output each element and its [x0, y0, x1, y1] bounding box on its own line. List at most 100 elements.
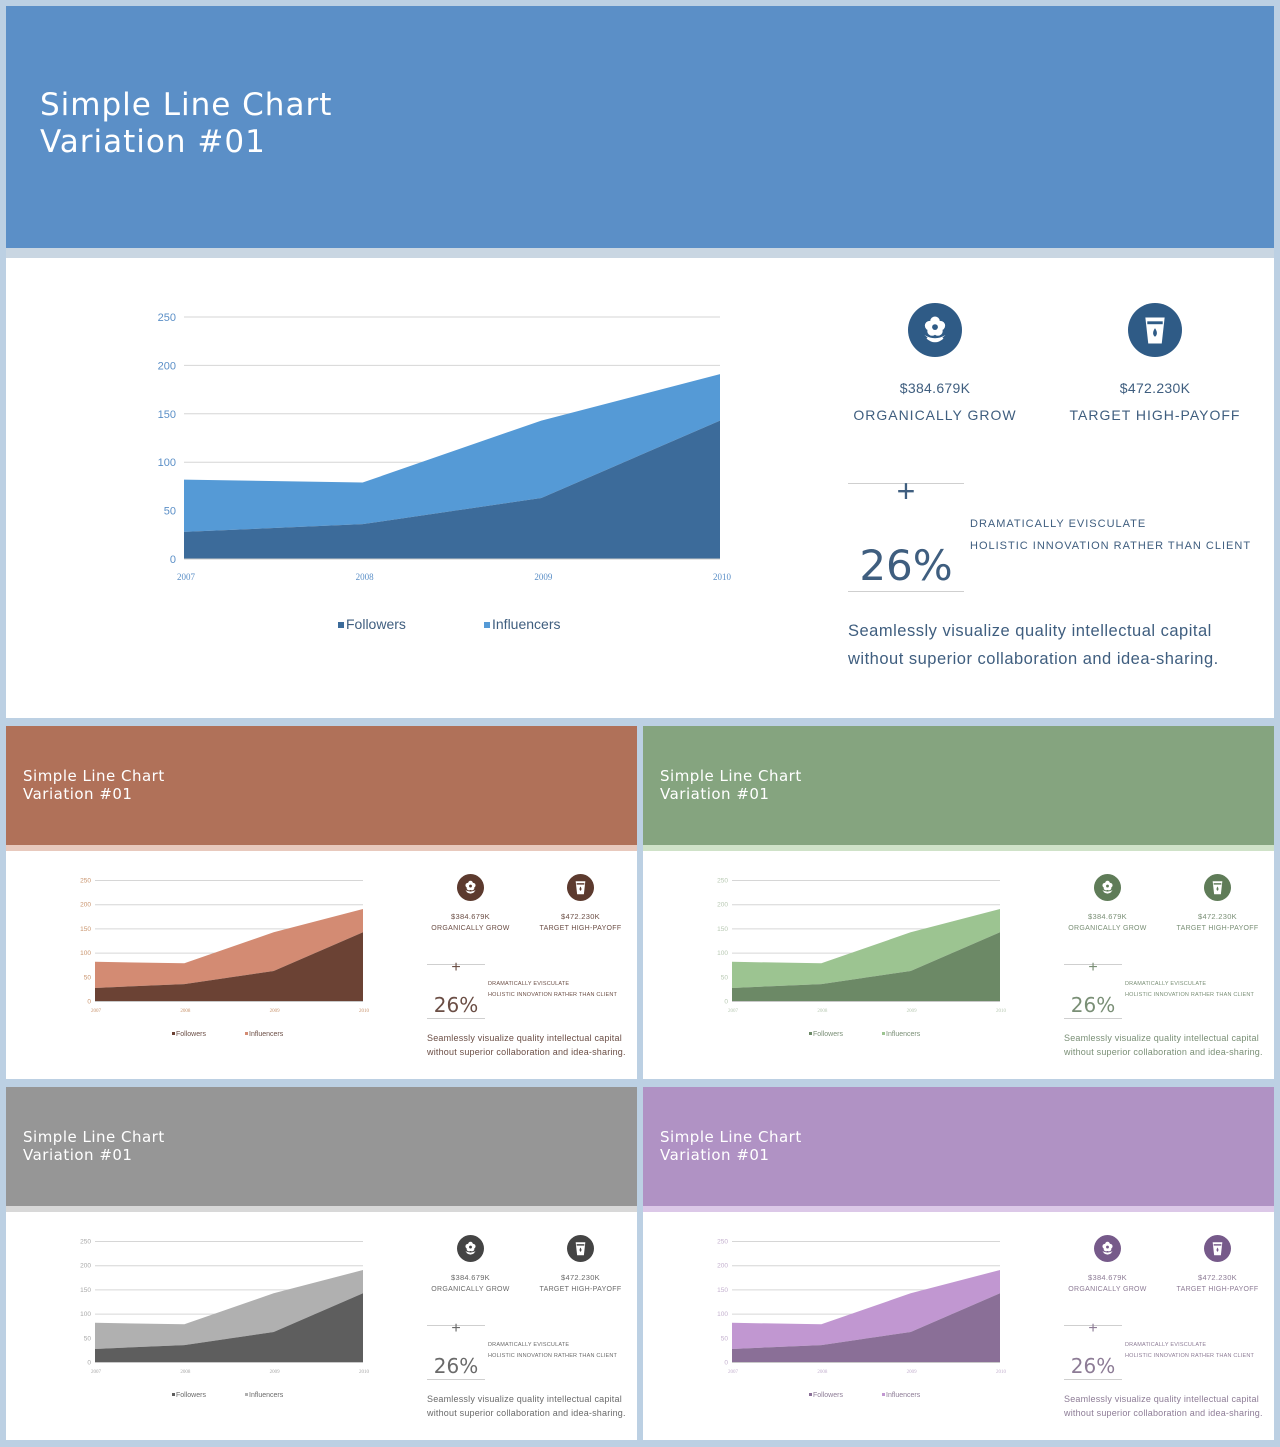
y-tick-label: 200 — [80, 1263, 91, 1270]
divider-rule — [1064, 963, 1122, 965]
legend-item-followers: Followers — [809, 1391, 843, 1400]
title-line-1: Simple Line Chart — [660, 1127, 802, 1146]
legend-item-followers: Followers — [338, 615, 406, 633]
y-tick-label: 150 — [717, 1287, 728, 1294]
flower-icon — [908, 303, 962, 357]
header-divider — [6, 845, 637, 851]
y-tick-label: 150 — [717, 926, 728, 933]
series-followers-area — [184, 420, 720, 559]
stat-1-value: $384.679K — [1088, 1272, 1127, 1282]
x-tick-label: 2010 — [996, 1009, 1007, 1014]
series-influencers-area — [184, 374, 720, 532]
y-tick-label: 0 — [87, 1360, 91, 1367]
legend-item-followers: Followers — [172, 1391, 206, 1400]
legend-label: Followers — [813, 1391, 843, 1399]
x-tick-label: 2008 — [180, 1009, 191, 1014]
percent-value: 26% — [433, 993, 479, 1017]
subtext-line-2: HOLISTIC INNOVATION RATHER THAN CLIENT — [488, 1353, 618, 1360]
stat-1-value: $384.679K — [1088, 911, 1127, 921]
description-line-1: Seamlessly visualize quality intellectua… — [1064, 1032, 1259, 1043]
x-tick-label: 2008 — [180, 1370, 191, 1375]
divider-rule — [427, 1378, 485, 1380]
legend-label: Followers — [176, 1391, 206, 1399]
divider-rule — [848, 591, 964, 592]
y-tick-label: 50 — [164, 506, 176, 518]
title-line-2: Variation #01 — [23, 784, 133, 803]
area-chart: 0 50 100 150 200 250 2007 2008 2009 2010 — [80, 1239, 370, 1376]
percent-value: 26% — [859, 541, 953, 590]
x-tick-label: 2007 — [91, 1370, 102, 1375]
series-followers-area — [732, 932, 1000, 1002]
plus-sign: + — [451, 958, 461, 976]
x-tick-label: 2007 — [91, 1009, 102, 1014]
y-tick-label: 50 — [721, 974, 729, 981]
title-line-2: Variation #01 — [660, 784, 770, 803]
area-chart: 0 50 100 150 200 250 2007 2008 2009 2010 — [158, 312, 732, 582]
legend-label: Followers — [346, 616, 406, 632]
y-tick-label: 50 — [84, 1335, 92, 1342]
slide-title: Simple Line Chart Variation #01 — [23, 767, 165, 803]
x-tick-label: 2010 — [713, 572, 732, 582]
x-tick-label: 2009 — [907, 1009, 918, 1014]
y-tick-label: 250 — [717, 1239, 728, 1246]
x-tick-label: 2008 — [817, 1370, 828, 1375]
y-tick-label: 150 — [80, 926, 91, 933]
y-tick-label: 200 — [717, 902, 728, 909]
flower-icon — [1094, 873, 1121, 901]
divider-rule — [427, 963, 485, 965]
x-tick-label: 2008 — [356, 572, 375, 582]
description-line-2: without superior collaboration and idea-… — [1064, 1046, 1263, 1057]
stat-2-value: $472.230K — [561, 1272, 600, 1282]
flower-icon — [457, 1234, 484, 1262]
description-line-1: Seamlessly visualize quality intellectua… — [427, 1393, 622, 1404]
description-line-2: without superior collaboration and idea-… — [1064, 1407, 1263, 1418]
divider-rule — [848, 483, 964, 484]
legend-swatch — [245, 1393, 248, 1397]
y-tick-label: 250 — [158, 312, 176, 324]
area-chart: 0 50 100 150 200 250 2007 2008 2009 2010 — [717, 878, 1007, 1015]
stat-1-label: ORGANICALLY GROW — [853, 406, 1017, 423]
slide-green: Simple Line Chart Variation #01 0 50 100 150 2… — [643, 726, 1274, 1079]
subtext-line-1: DRAMATICALLY EVISCULATE — [488, 1342, 570, 1349]
y-tick-label: 50 — [721, 1335, 729, 1342]
x-tick-label: 2009 — [534, 572, 553, 582]
description-line-2: without superior collaboration and idea-… — [427, 1407, 626, 1418]
percent-value: 26% — [433, 1354, 479, 1378]
y-tick-label: 150 — [158, 409, 176, 421]
cup-icon — [1204, 873, 1231, 901]
series-followers-area — [732, 1293, 1000, 1363]
y-tick-label: 250 — [717, 878, 728, 885]
slide-title: Simple Line Chart Variation #01 — [660, 767, 802, 803]
subtext-line-1: DRAMATICALLY EVISCULATE — [970, 518, 1147, 531]
legend-label: Followers — [813, 1030, 843, 1038]
description-line-1: Seamlessly visualize quality intellectua… — [848, 622, 1212, 641]
y-tick-label: 100 — [717, 950, 728, 957]
x-tick-label: 2010 — [359, 1370, 370, 1375]
legend-item-influencers: Influencers — [245, 1030, 283, 1039]
legend-swatch — [809, 1032, 812, 1036]
slide-title: Simple Line Chart Variation #01 — [23, 1128, 165, 1164]
y-tick-label: 100 — [158, 457, 176, 469]
x-tick-label: 2009 — [907, 1370, 918, 1375]
slide-title: Simple Line Chart Variation #01 — [40, 87, 332, 161]
stat-2-value: $472.230K — [1198, 1272, 1237, 1282]
legend-item-influencers: Influencers — [484, 615, 560, 633]
y-tick-label: 0 — [724, 999, 728, 1006]
title-line-1: Simple Line Chart — [23, 766, 165, 785]
legend-label: Influencers — [886, 1391, 921, 1399]
area-chart: 0 50 100 150 200 250 2007 2008 2009 2010 — [717, 1239, 1006, 1376]
y-tick-label: 150 — [80, 1287, 91, 1294]
series-followers-area — [95, 1293, 363, 1363]
slide-header — [643, 1087, 1274, 1206]
divider-rule — [1064, 1017, 1122, 1019]
stat-1-value: $384.679K — [451, 1272, 490, 1282]
series-influencers-area — [732, 909, 1000, 988]
percent-value: 26% — [1070, 1354, 1116, 1378]
y-tick-label: 100 — [717, 1311, 728, 1318]
title-line-2: Variation #01 — [40, 124, 266, 161]
slide-title: Simple Line Chart Variation #01 — [660, 1128, 802, 1164]
legend-label: Influencers — [886, 1030, 921, 1038]
stat-2-label: TARGET HIGH-PAYOFF — [1176, 925, 1259, 933]
legend-swatch — [882, 1032, 885, 1036]
x-tick-label: 2007 — [728, 1009, 739, 1014]
